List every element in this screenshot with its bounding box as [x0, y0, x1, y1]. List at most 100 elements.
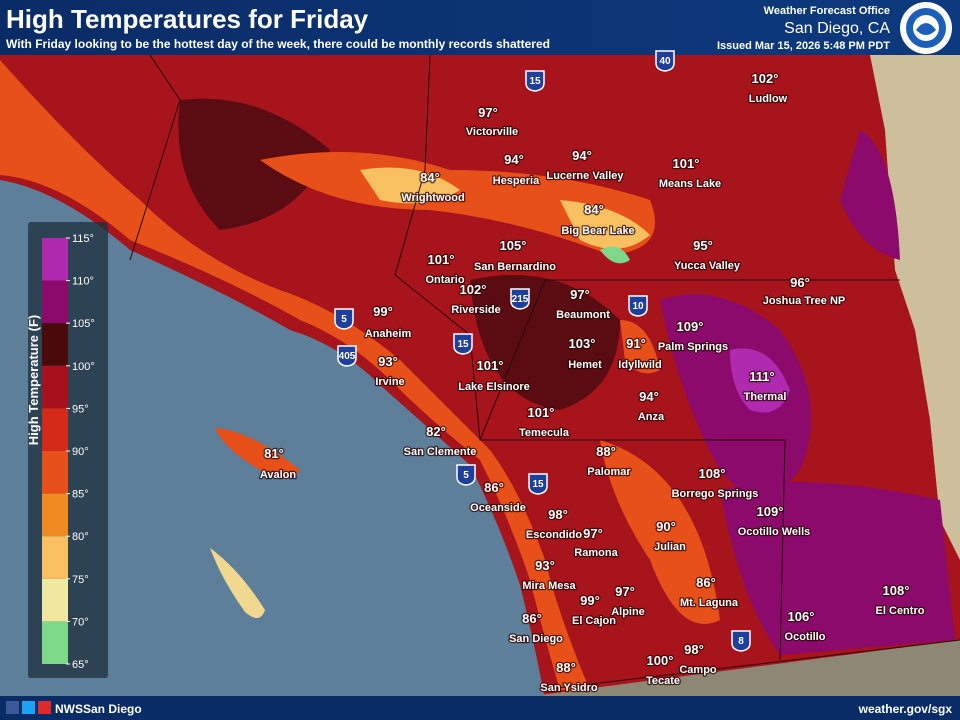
office: Weather Forecast Office	[764, 5, 890, 17]
legend-tick-label: 105°	[72, 318, 95, 330]
legend-swatch	[42, 365, 68, 409]
place-name: Hesperia	[493, 175, 540, 187]
temperature: 94°	[572, 148, 592, 163]
temperature: 101°	[673, 156, 700, 171]
place-name: Riverside	[451, 304, 501, 316]
temperature: 81°	[264, 446, 284, 461]
temperature: 91°	[626, 336, 646, 351]
place-name: Thermal	[744, 391, 787, 403]
place-name: Temecula	[519, 427, 570, 439]
place-name: Escondido	[526, 529, 583, 541]
highway-shield	[510, 288, 530, 310]
cool-zone	[600, 246, 630, 264]
highways: 15 40 10 5 405 215 15 5 15 8	[334, 50, 751, 652]
place-name: Anza	[638, 411, 665, 423]
temperature: 102°	[752, 71, 779, 86]
temperature: 108°	[699, 466, 726, 481]
place-name: Big Bear Lake	[561, 225, 634, 237]
legend-tick-label: 75°	[72, 574, 89, 586]
subtitle: With Friday looking to be the hottest da…	[6, 37, 550, 51]
highway-number: 15	[532, 479, 544, 490]
facebook-icon[interactable]	[6, 701, 19, 714]
header-bar	[0, 0, 960, 55]
temperature: 105°	[500, 238, 527, 253]
temperature: 84°	[584, 202, 604, 217]
place-name: Oceanside	[470, 502, 526, 514]
terrain	[870, 55, 960, 560]
temperature: 100°	[647, 653, 674, 668]
legend-tick-label: 80°	[72, 531, 89, 543]
highway-shield	[525, 70, 545, 92]
location: San Diego, CA	[784, 20, 890, 37]
place-name: Ludlow	[749, 93, 788, 105]
cool-zone	[360, 167, 650, 249]
highway-number: 40	[659, 56, 671, 67]
coastal-zone	[0, 60, 590, 690]
legend-swatch	[42, 493, 68, 537]
place-name: San Diego	[509, 633, 563, 645]
temperature: 93°	[378, 354, 398, 369]
legend-swatch	[42, 621, 68, 664]
temperature: 97°	[478, 105, 498, 120]
highway-shield	[456, 464, 476, 486]
temperature: 101°	[528, 405, 555, 420]
temperature: 97°	[570, 287, 590, 302]
place-name: Ramona	[574, 547, 618, 559]
place-name: Borrego Springs	[672, 488, 759, 500]
highway-number: 215	[512, 294, 529, 305]
places: 97° Victorville 94° Hesperia 94° Lucerne Vall…	[259, 70, 926, 696]
ocean	[0, 180, 545, 700]
legend-tick-label: 70°	[72, 616, 89, 628]
temperature: 94°	[639, 389, 659, 404]
place-name: Irvine	[375, 376, 404, 388]
legend-swatch	[42, 323, 68, 366]
legend-swatch	[42, 408, 68, 451]
place-name: Yucca Valley	[674, 260, 741, 272]
title: High Temperatures for Friday	[6, 4, 369, 34]
temperature: 95°	[693, 238, 713, 253]
place-name: Mira Mesa	[522, 580, 576, 592]
place-name: Victorville	[466, 126, 518, 138]
place-name: El Cajon	[572, 615, 616, 627]
temperature: 109°	[677, 319, 704, 334]
legend-swatch	[42, 536, 68, 579]
island	[210, 548, 265, 619]
temperature: 109°	[757, 504, 784, 519]
highway-number: 15	[457, 339, 469, 350]
legend-tick-label: 90°	[72, 446, 89, 458]
youtube-icon[interactable]	[38, 701, 51, 714]
place-name: Tecate	[646, 675, 680, 687]
legend-tick-label: 110°	[72, 276, 94, 288]
legend-tick-label: 65°	[72, 659, 89, 671]
legend-swatch	[42, 280, 68, 324]
highway-number: 5	[341, 314, 347, 325]
temperature: 88°	[556, 660, 576, 675]
temperature: 98°	[548, 507, 568, 522]
legend-swatch	[42, 578, 68, 622]
place-name: Hemet	[568, 359, 602, 371]
temperature: 96°	[790, 275, 810, 290]
legend-tick-label: 85°	[72, 489, 89, 501]
place-name: El Centro	[876, 605, 925, 617]
place-name: Palm Springs	[658, 341, 728, 353]
temperature: 90°	[656, 519, 676, 534]
highway-shield	[337, 345, 357, 367]
temperature: 82°	[426, 424, 446, 439]
cool-zone	[600, 320, 720, 624]
place-name: Lake Elsinore	[458, 381, 530, 393]
issued: Issued Mar 15, 2026 5:48 PM PDT	[717, 40, 890, 52]
legend-swatch	[42, 451, 68, 494]
legend-tick-label: 95°	[72, 403, 89, 415]
website[interactable]: weather.gov/sgx	[858, 702, 953, 716]
highway-shield	[655, 50, 675, 72]
twitter-icon[interactable]	[22, 701, 35, 714]
highway-shield	[453, 333, 473, 355]
place-name: Mt. Laguna	[680, 597, 739, 609]
temperature: 106°	[788, 609, 815, 624]
highway-shield	[334, 308, 354, 330]
temperature: 94°	[504, 152, 524, 167]
legend: 115° 110° 105° 100° 95° 90° 85° 80° 75° 70° 65°	[42, 233, 95, 671]
island	[215, 428, 300, 478]
hot-zone	[178, 98, 330, 230]
hot-zone	[730, 348, 790, 413]
